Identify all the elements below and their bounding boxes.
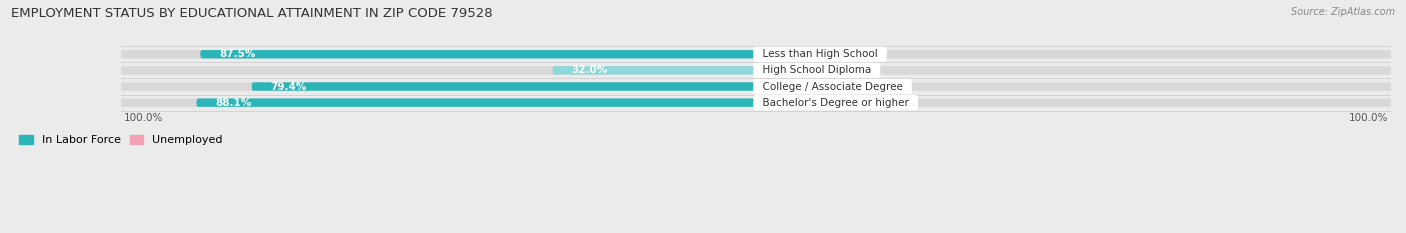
- FancyBboxPatch shape: [756, 66, 1391, 75]
- FancyBboxPatch shape: [756, 82, 1391, 91]
- Text: 100.0%: 100.0%: [1348, 113, 1388, 123]
- FancyBboxPatch shape: [759, 99, 787, 107]
- Text: 87.5%: 87.5%: [219, 49, 256, 59]
- Text: 0.0%: 0.0%: [797, 82, 824, 92]
- FancyBboxPatch shape: [200, 50, 756, 58]
- Text: 79.4%: 79.4%: [271, 82, 307, 92]
- FancyBboxPatch shape: [252, 82, 756, 91]
- Text: EMPLOYMENT STATUS BY EDUCATIONAL ATTAINMENT IN ZIP CODE 79528: EMPLOYMENT STATUS BY EDUCATIONAL ATTAINM…: [11, 7, 494, 20]
- FancyBboxPatch shape: [121, 50, 756, 58]
- FancyBboxPatch shape: [759, 66, 790, 75]
- FancyBboxPatch shape: [121, 66, 756, 75]
- FancyBboxPatch shape: [759, 82, 785, 91]
- Text: Less than High School: Less than High School: [756, 49, 884, 59]
- FancyBboxPatch shape: [553, 66, 756, 75]
- Text: 0.0%: 0.0%: [804, 49, 830, 59]
- Text: 100.0%: 100.0%: [124, 113, 163, 123]
- FancyBboxPatch shape: [756, 50, 1391, 58]
- Text: 32.0%: 32.0%: [572, 65, 607, 75]
- Text: Source: ZipAtlas.com: Source: ZipAtlas.com: [1291, 7, 1395, 17]
- Text: Bachelor's Degree or higher: Bachelor's Degree or higher: [756, 98, 915, 108]
- Legend: In Labor Force, Unemployed: In Labor Force, Unemployed: [15, 130, 226, 150]
- FancyBboxPatch shape: [121, 99, 756, 107]
- Text: High School Diploma: High School Diploma: [756, 65, 877, 75]
- FancyBboxPatch shape: [197, 99, 756, 107]
- Text: 0.0%: 0.0%: [804, 65, 830, 75]
- FancyBboxPatch shape: [756, 99, 1391, 107]
- Text: College / Associate Degree: College / Associate Degree: [756, 82, 910, 92]
- FancyBboxPatch shape: [121, 82, 756, 91]
- FancyBboxPatch shape: [759, 50, 790, 58]
- Text: 88.1%: 88.1%: [215, 98, 252, 108]
- Text: 0.0%: 0.0%: [800, 98, 827, 108]
